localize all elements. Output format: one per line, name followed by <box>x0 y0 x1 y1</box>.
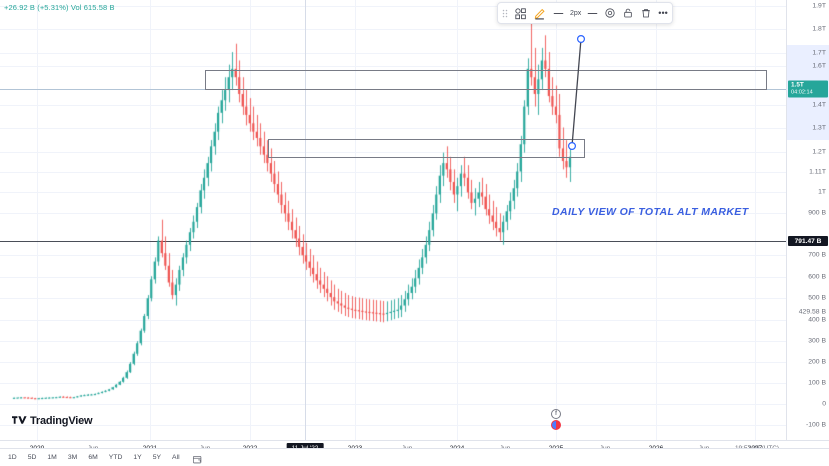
price-tick: 1.9T <box>812 2 826 10</box>
pencil-icon[interactable] <box>533 4 547 22</box>
candlestick-series[interactable] <box>0 0 786 440</box>
chart-plot-area[interactable]: DAILY VIEW OF TOTAL ALT MARKET f <box>0 0 786 440</box>
price-tick: 429.58 B <box>798 308 826 316</box>
price-tick: 700 B <box>808 251 826 259</box>
price-tick: 1T <box>818 188 826 196</box>
range-button-3m[interactable]: 3M <box>67 454 78 461</box>
drag-handle-icon[interactable] <box>502 4 508 22</box>
current-price-value: 1.5T <box>791 81 804 89</box>
financials-marker[interactable]: f <box>551 409 561 419</box>
countdown-timer: 04:02:14 <box>791 89 813 95</box>
range-button-1d[interactable]: 1D <box>8 454 17 461</box>
earnings-marker[interactable] <box>551 420 561 430</box>
price-tick: 500 B <box>808 294 826 302</box>
range-button-1y[interactable]: 1Y <box>133 454 142 461</box>
price-scale[interactable]: 1.9T 1.8T 1.7T 1.6T 1.5T 1.4T 1.3T 1.2T 1.11T 1T 9… <box>786 0 829 440</box>
templates-icon[interactable] <box>514 4 527 22</box>
line-width-label[interactable]: 2px <box>570 9 582 17</box>
calendar-icon[interactable] <box>192 452 203 464</box>
price-tick: 1.11T <box>809 168 826 176</box>
tradingview-logo: TradingView <box>12 412 93 430</box>
lock-icon[interactable] <box>622 4 634 22</box>
range-button-1m[interactable]: 1M <box>47 454 57 461</box>
settings-icon[interactable] <box>604 4 616 22</box>
tradingview-mark-icon <box>12 412 27 430</box>
resistance-zone-lower[interactable] <box>268 139 585 158</box>
tradingview-wordmark: TradingView <box>30 415 93 427</box>
price-tick: 0 <box>822 400 826 408</box>
more-options-icon[interactable]: ••• <box>658 8 668 18</box>
price-tick: 600 B <box>808 273 826 281</box>
range-button-5d[interactable]: 5D <box>27 454 37 461</box>
line-style-icon[interactable] <box>587 4 598 22</box>
chart-annotation-text[interactable]: DAILY VIEW OF TOTAL ALT MARKET <box>552 206 749 218</box>
range-button-6m[interactable]: 6M <box>88 454 98 461</box>
range-button-5y[interactable]: 5Y <box>152 454 162 461</box>
last-price-badge[interactable]: 791.47 B <box>788 236 828 246</box>
price-tick: 1.8T <box>812 25 826 33</box>
drawing-toolbar[interactable]: 2px ••• <box>497 2 673 24</box>
trash-icon[interactable] <box>640 4 652 22</box>
price-tick: 1.3T <box>812 124 826 132</box>
price-tick: 1.2T <box>812 148 826 156</box>
range-button-all[interactable]: All <box>172 454 180 461</box>
current-price-badge[interactable]: 1.5T 04:02:14 <box>788 80 828 98</box>
price-tick: 200 B <box>808 358 826 366</box>
range-toolbar[interactable]: 1D 5D 1M 3M 6M YTD 1Y 5Y All <box>0 448 829 466</box>
range-button-group[interactable]: 1D 5D 1M 3M 6M YTD 1Y 5Y All <box>6 453 182 462</box>
price-tick: 1.7T <box>812 49 826 57</box>
resistance-zone-upper[interactable] <box>205 70 767 90</box>
price-tick: -100 B <box>805 421 826 429</box>
price-tick: 400 B <box>808 316 826 324</box>
range-button-ytd[interactable]: YTD <box>108 454 123 461</box>
price-tick: 1.6T <box>812 62 826 70</box>
price-tick: 100 B <box>808 379 826 387</box>
price-tick: 300 B <box>808 337 826 345</box>
price-tick: 1.4T <box>812 101 826 109</box>
line-width-dash-icon[interactable] <box>553 4 564 22</box>
price-tick: 900 B <box>808 209 826 217</box>
